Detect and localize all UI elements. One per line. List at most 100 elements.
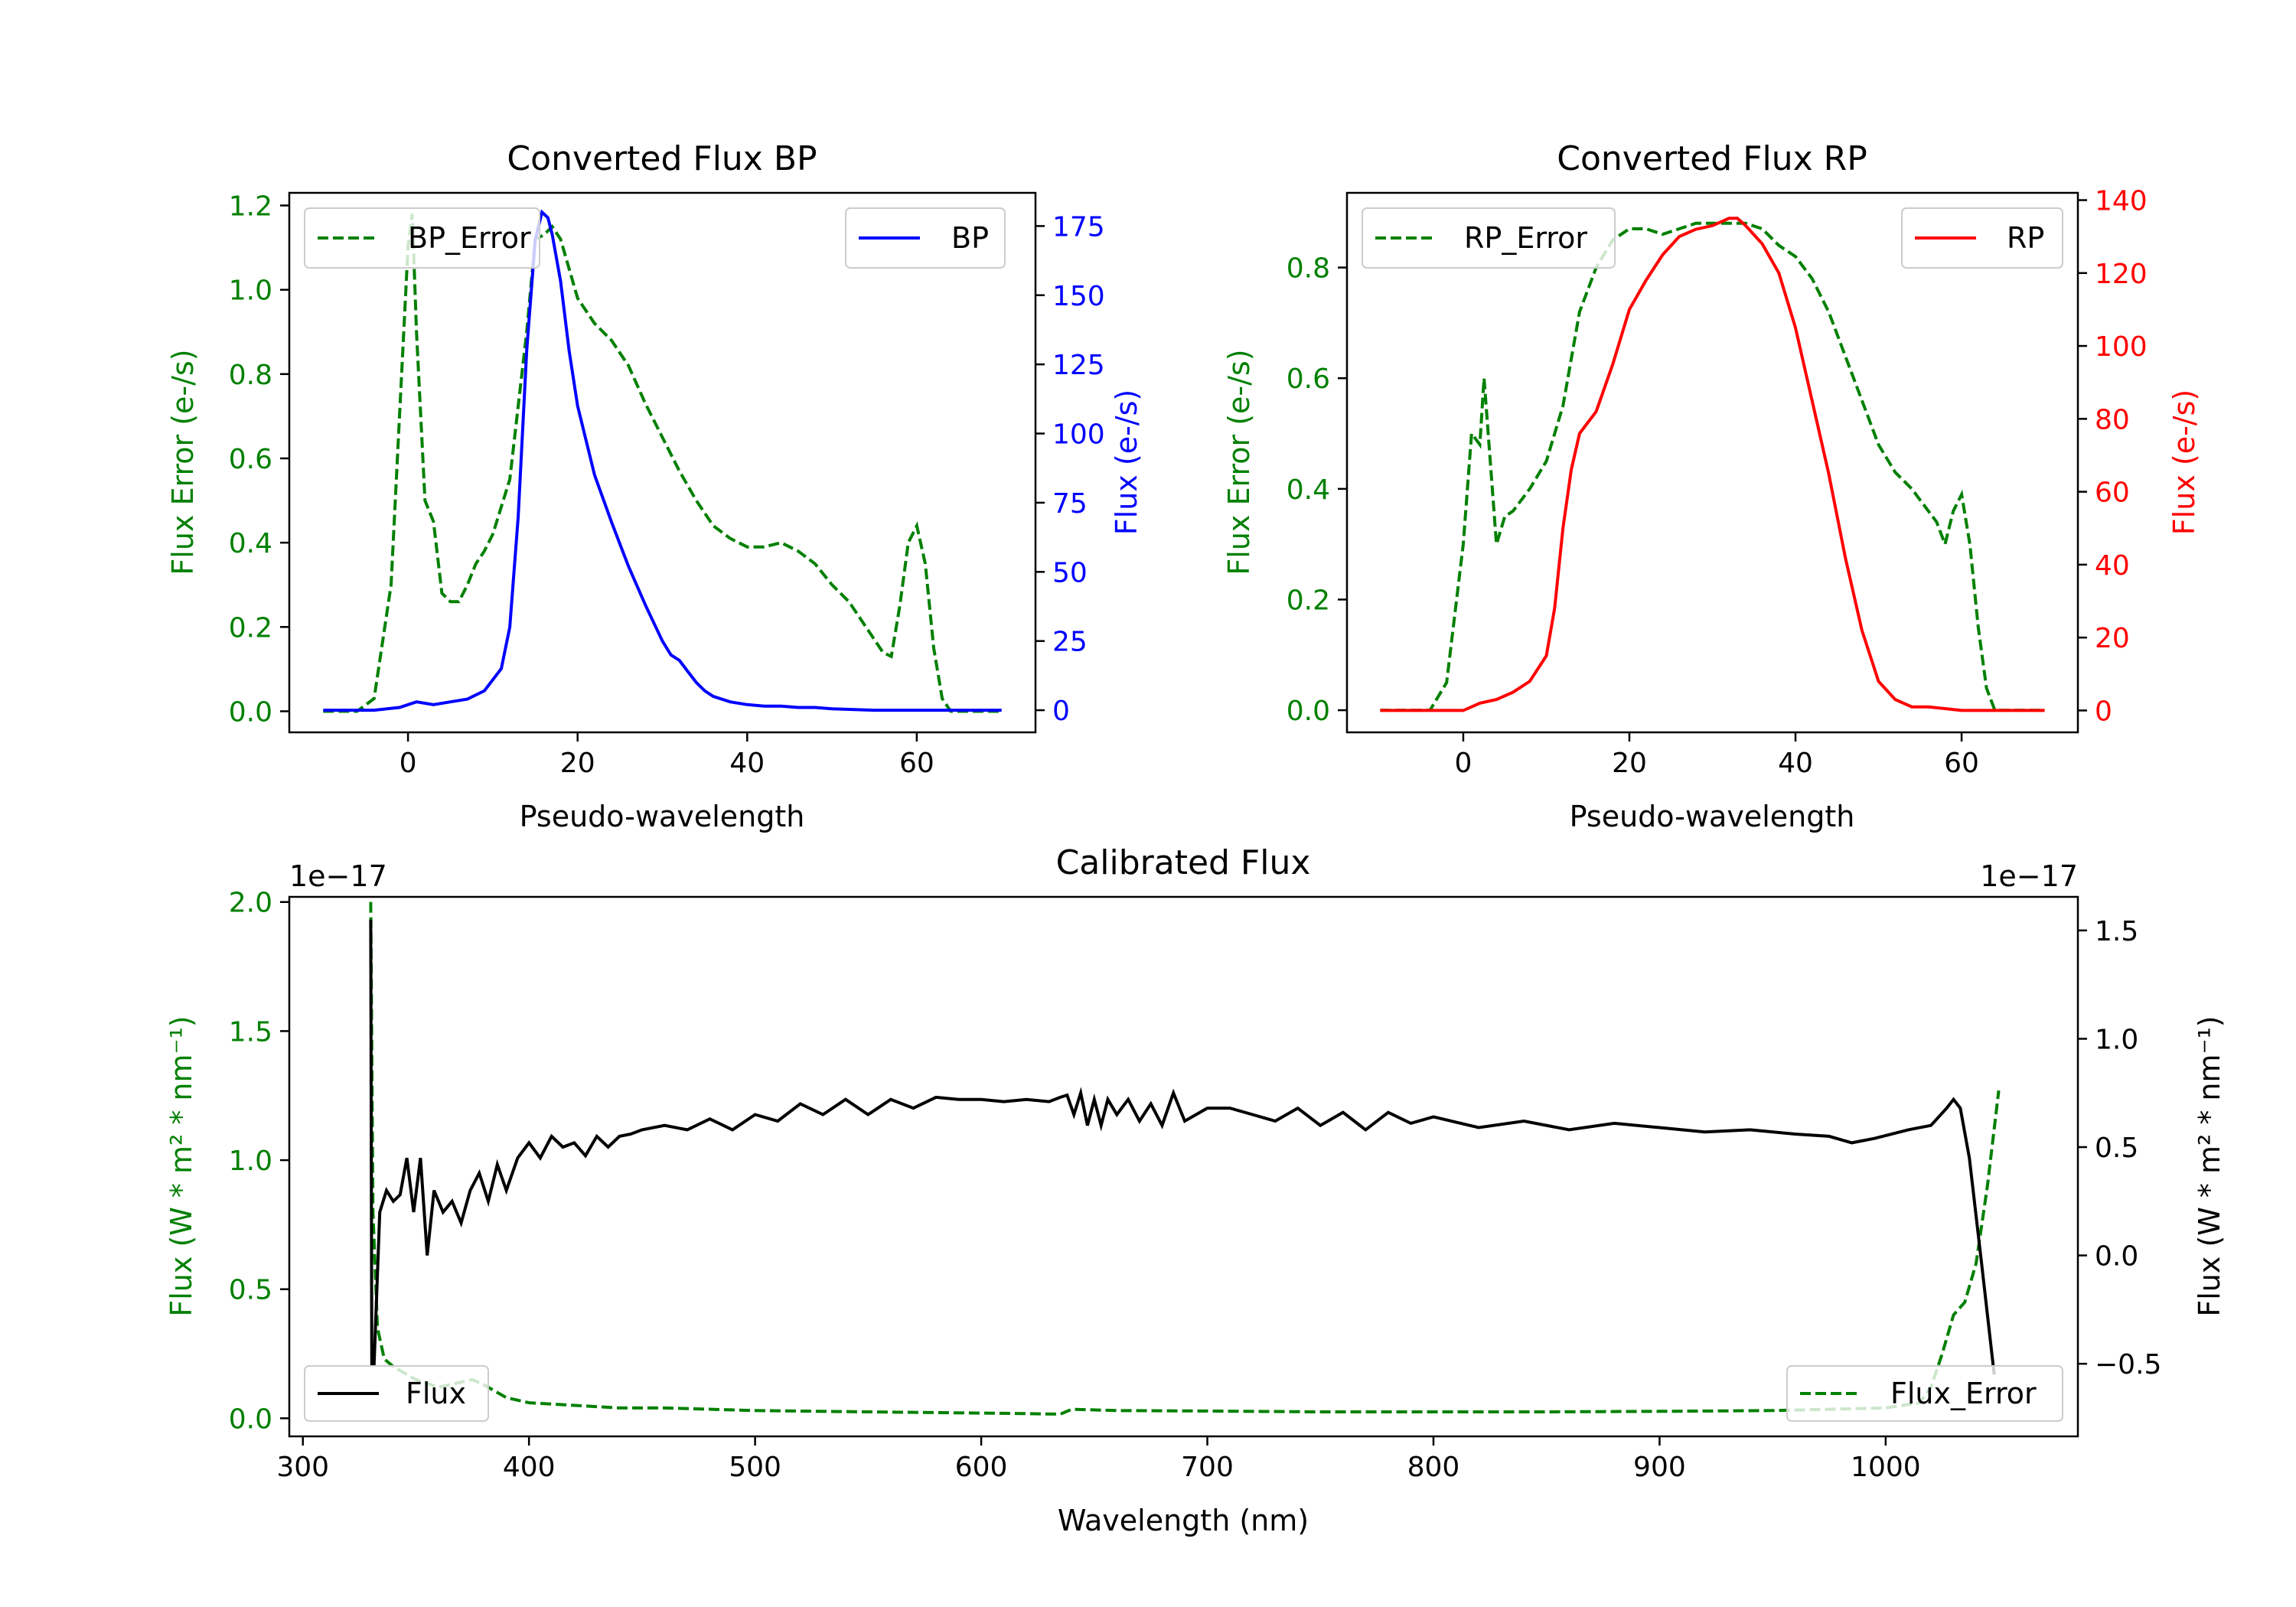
calibrated-legend-left-label: Flux bbox=[406, 1377, 466, 1410]
rp-right-y-tick-label: 80 bbox=[2095, 404, 2130, 435]
bp-error-line bbox=[323, 214, 1002, 713]
rp-legend-left: RP_Error bbox=[1362, 207, 1616, 269]
bp-left-y-ticks: 0.0 0.2 0.4 0.6 0.8 1.0 1.2 bbox=[229, 191, 289, 728]
calibrated-left-y-tick-label: 1.0 bbox=[229, 1146, 272, 1177]
calibrated-left-offset: 1e−17 bbox=[289, 859, 387, 893]
calibrated-right-ylabel: Flux (W * m² * nm⁻¹) bbox=[2193, 1015, 2226, 1316]
calibrated-right-offset: 1e−17 bbox=[1980, 859, 2078, 893]
bp-right-y-tick-label: 175 bbox=[1052, 211, 1105, 243]
rp-right-y-tick-label: 60 bbox=[2095, 478, 2130, 509]
calibrated-left-y-ticks: 0.0 0.5 1.0 1.5 2.0 bbox=[229, 888, 289, 1435]
rp-left-y-tick-label: 0.8 bbox=[1287, 253, 1330, 285]
bp-right-y-tick-label: 50 bbox=[1052, 557, 1088, 588]
bp-left-y-tick-label: 0.4 bbox=[229, 528, 272, 559]
rp-right-y-tick-label: 100 bbox=[2095, 331, 2148, 363]
bp-right-y-tick-label: 125 bbox=[1052, 350, 1105, 381]
bp-legend-left-label: BP_Error bbox=[408, 221, 531, 255]
rp-panel: Converted Flux RP Pseudo-wavelength Flux… bbox=[1222, 139, 2201, 833]
calibrated-x-tick-label: 800 bbox=[1407, 1452, 1460, 1483]
rp-x-tick-label: 60 bbox=[1944, 748, 1979, 779]
calibrated-left-ylabel: Flux (W * m² * nm⁻¹) bbox=[165, 1015, 198, 1316]
bp-right-y-ticks: 0 25 50 75 100 125 150 175 bbox=[1035, 211, 1105, 727]
rp-left-y-ticks: 0.0 0.2 0.4 0.6 0.8 bbox=[1287, 253, 1347, 727]
bp-axes-frame bbox=[288, 191, 1037, 734]
rp-x-tick-label: 0 bbox=[1454, 748, 1472, 779]
rp-x-tick-label: 40 bbox=[1778, 748, 1813, 779]
calibrated-right-y-tick-label: 1.0 bbox=[2095, 1024, 2138, 1055]
calibrated-xlabel: Wavelength (nm) bbox=[1058, 1504, 1309, 1537]
rp-axes-frame bbox=[1345, 191, 2079, 734]
rp-right-y-tick-label: 120 bbox=[2095, 259, 2148, 290]
calibrated-right-y-tick-label: −0.5 bbox=[2095, 1349, 2161, 1380]
rp-left-y-tick-label: 0.0 bbox=[1287, 696, 1330, 727]
bp-x-tick-label: 40 bbox=[729, 748, 765, 779]
bp-panel: Converted Flux BP Pseudo-wavelength Flux… bbox=[166, 139, 1143, 833]
calibrated-title: Calibrated Flux bbox=[1056, 843, 1311, 882]
calibrated-left-y-tick-label: 0.5 bbox=[229, 1275, 272, 1306]
bp-x-ticks: 0 20 40 60 bbox=[400, 732, 934, 779]
calibrated-right-y-ticks: −0.5 0.0 0.5 1.0 1.5 bbox=[2078, 916, 2161, 1380]
rp-left-y-tick-label: 0.4 bbox=[1287, 474, 1330, 506]
rp-legend-right: RP bbox=[1901, 207, 2063, 269]
calibrated-x-tick-label: 400 bbox=[503, 1452, 556, 1483]
bp-right-y-tick-label: 0 bbox=[1052, 696, 1070, 727]
bp-legend-right: BP bbox=[845, 207, 1006, 269]
calibrated-x-tick-label: 700 bbox=[1181, 1452, 1234, 1483]
bp-legend-right-label: BP bbox=[951, 221, 989, 255]
calibrated-left-y-tick-label: 1.5 bbox=[229, 1016, 272, 1048]
calibrated-legend-left: Flux bbox=[304, 1365, 489, 1422]
rp-right-y-tick-label: 0 bbox=[2095, 696, 2112, 727]
bp-flux-line bbox=[323, 209, 1002, 712]
calibrated-x-tick-label: 1000 bbox=[1851, 1452, 1921, 1483]
rp-right-y-tick-label: 40 bbox=[2095, 550, 2130, 582]
calibrated-x-tick-label: 600 bbox=[955, 1452, 1008, 1483]
bp-right-y-tick-label: 25 bbox=[1052, 627, 1088, 658]
bp-left-y-tick-label: 0.8 bbox=[229, 360, 272, 391]
rp-right-y-tick-label: 20 bbox=[2095, 623, 2130, 654]
rp-title: Converted Flux RP bbox=[1557, 139, 1867, 178]
bp-right-y-tick-label: 75 bbox=[1052, 488, 1088, 520]
rp-x-tick-label: 20 bbox=[1612, 748, 1647, 779]
bp-x-tick-label: 20 bbox=[560, 748, 595, 779]
rp-right-ylabel: Flux (e-/s) bbox=[2167, 390, 2201, 535]
calibrated-x-ticks: 300 400 500 600 700 800 900 1000 bbox=[276, 1436, 1921, 1483]
rp-legend-left-label: RP_Error bbox=[1464, 221, 1587, 255]
calibrated-legend-right-label: Flux_Error bbox=[1890, 1377, 2037, 1410]
bp-x-tick-label: 0 bbox=[400, 748, 417, 779]
calibrated-x-tick-label: 500 bbox=[729, 1452, 781, 1483]
calibrated-panel: Calibrated Flux Wavelength (nm) 1e−17 1e… bbox=[165, 843, 2226, 1537]
rp-left-y-tick-label: 0.2 bbox=[1287, 585, 1330, 616]
bp-left-y-tick-label: 0.2 bbox=[229, 612, 272, 644]
calibrated-legend-right: Flux_Error bbox=[1786, 1365, 2063, 1422]
bp-right-y-tick-label: 100 bbox=[1052, 419, 1105, 451]
rp-x-ticks: 0 20 40 60 bbox=[1454, 732, 1979, 779]
calibrated-axes-frame bbox=[288, 895, 2079, 1438]
bp-legend-left: BP_Error bbox=[304, 207, 540, 269]
rp-left-ylabel: Flux Error (e-/s) bbox=[1222, 349, 1256, 575]
rp-xlabel: Pseudo-wavelength bbox=[1570, 800, 1855, 833]
calibrated-flux-line bbox=[369, 919, 1996, 1375]
calibrated-right-y-tick-label: 1.5 bbox=[2095, 916, 2138, 947]
bp-left-y-tick-label: 1.2 bbox=[229, 191, 272, 223]
rp-error-line bbox=[1380, 221, 2045, 712]
rp-right-y-ticks: 0 20 40 60 80 100 120 140 bbox=[2078, 186, 2148, 727]
calibrated-x-tick-label: 900 bbox=[1633, 1452, 1686, 1483]
bp-x-tick-label: 60 bbox=[899, 748, 934, 779]
calibrated-left-y-tick-label: 2.0 bbox=[229, 888, 272, 919]
calibrated-right-y-tick-label: 0.5 bbox=[2095, 1133, 2138, 1164]
rp-flux-line bbox=[1380, 217, 2045, 712]
bp-left-ylabel: Flux Error (e-/s) bbox=[166, 349, 200, 575]
bp-right-y-tick-label: 150 bbox=[1052, 281, 1105, 312]
calibrated-left-y-tick-label: 0.0 bbox=[229, 1403, 272, 1435]
rp-right-y-tick-label: 140 bbox=[2095, 186, 2148, 217]
rp-legend-right-label: RP bbox=[2007, 221, 2044, 255]
bp-title: Converted Flux BP bbox=[507, 139, 817, 178]
calibrated-x-tick-label: 300 bbox=[276, 1452, 329, 1483]
rp-left-y-tick-label: 0.6 bbox=[1287, 363, 1330, 395]
bp-left-y-tick-label: 0.0 bbox=[229, 696, 272, 728]
bp-left-y-tick-label: 0.6 bbox=[229, 444, 272, 475]
bp-left-y-tick-label: 1.0 bbox=[229, 275, 272, 307]
calibrated-right-y-tick-label: 0.0 bbox=[2095, 1241, 2138, 1273]
bp-right-ylabel: Flux (e-/s) bbox=[1110, 390, 1143, 535]
